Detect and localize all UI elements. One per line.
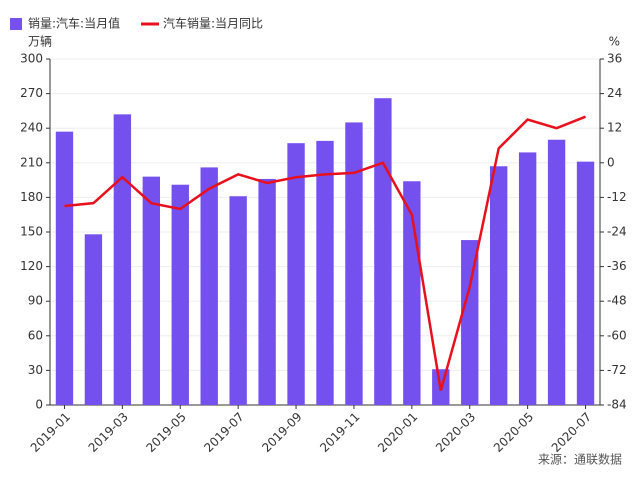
y-tick-label: 300 <box>20 52 43 66</box>
bar <box>345 122 363 405</box>
x-tick-label: 2020-01 <box>375 410 420 455</box>
bar <box>258 178 276 405</box>
y-tick-label: 30 <box>28 363 43 377</box>
y2-tick-label: -12 <box>607 190 627 204</box>
bar <box>55 131 74 405</box>
x-tick-label: 2020-05 <box>491 410 536 455</box>
bar <box>461 240 479 405</box>
y-tick-label: 150 <box>20 225 43 239</box>
y-tick-label: 0 <box>35 398 43 412</box>
y-tick-label: 120 <box>20 259 43 273</box>
x-tick-label: 2019-11 <box>317 410 362 455</box>
y2-tick-label: -84 <box>607 398 627 412</box>
x-tick-label: 2019-09 <box>259 410 304 455</box>
bar <box>229 196 247 405</box>
legend-label: 销量:汽车:当月值 <box>28 16 120 31</box>
bar <box>113 114 132 406</box>
bar <box>576 161 595 405</box>
bar <box>84 234 103 405</box>
y2-tick-label: 12 <box>607 121 622 135</box>
bar <box>518 152 537 405</box>
legend-label: 汽车销量:当月同比 <box>163 16 263 31</box>
y-tick-label: 270 <box>20 86 43 100</box>
x-tick-label: 2019-03 <box>86 410 131 455</box>
x-tick-label: 2020-03 <box>433 410 478 455</box>
y2-tick-label: -24 <box>607 225 627 239</box>
y2-tick-label: -48 <box>607 294 627 308</box>
y2-tick-label: 36 <box>607 52 622 66</box>
bar <box>374 98 392 406</box>
bar <box>316 140 334 406</box>
y2-axis-label: % <box>609 35 620 49</box>
bar <box>142 176 160 405</box>
y-tick-label: 240 <box>20 121 43 135</box>
x-tick-label: 2019-07 <box>201 410 246 455</box>
bar <box>490 166 508 405</box>
y-tick-label: 60 <box>28 328 43 342</box>
source-note: 来源：通联数据 <box>538 452 622 467</box>
y-tick-label: 180 <box>20 190 43 204</box>
y2-tick-label: 0 <box>607 155 615 169</box>
x-tick-label: 2019-05 <box>144 410 189 455</box>
y2-tick-label: 24 <box>607 86 622 100</box>
legend-swatch <box>10 18 22 30</box>
y2-tick-label: -72 <box>607 363 627 377</box>
y-tick-label: 90 <box>28 294 43 308</box>
line-series <box>64 115 586 391</box>
y2-tick-label: -36 <box>607 259 627 273</box>
bar <box>547 139 566 405</box>
y-tick-label: 210 <box>20 155 43 169</box>
y2-tick-label: -60 <box>607 328 627 342</box>
bar <box>200 167 218 405</box>
bar <box>171 184 189 405</box>
y-axis-label: 万辆 <box>28 35 52 49</box>
bar <box>287 143 305 405</box>
x-tick-label: 2020-07 <box>549 410 594 455</box>
x-tick-label: 2019-01 <box>28 410 73 455</box>
